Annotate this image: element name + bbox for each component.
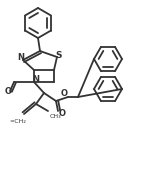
Text: O: O (59, 109, 65, 117)
Text: O: O (60, 89, 67, 98)
Text: CH₃: CH₃ (50, 114, 62, 119)
Text: O: O (5, 88, 12, 96)
Text: =CH₂: =CH₂ (10, 119, 26, 124)
Text: N: N (33, 76, 39, 84)
Text: N: N (17, 54, 25, 62)
Text: S: S (56, 50, 62, 60)
